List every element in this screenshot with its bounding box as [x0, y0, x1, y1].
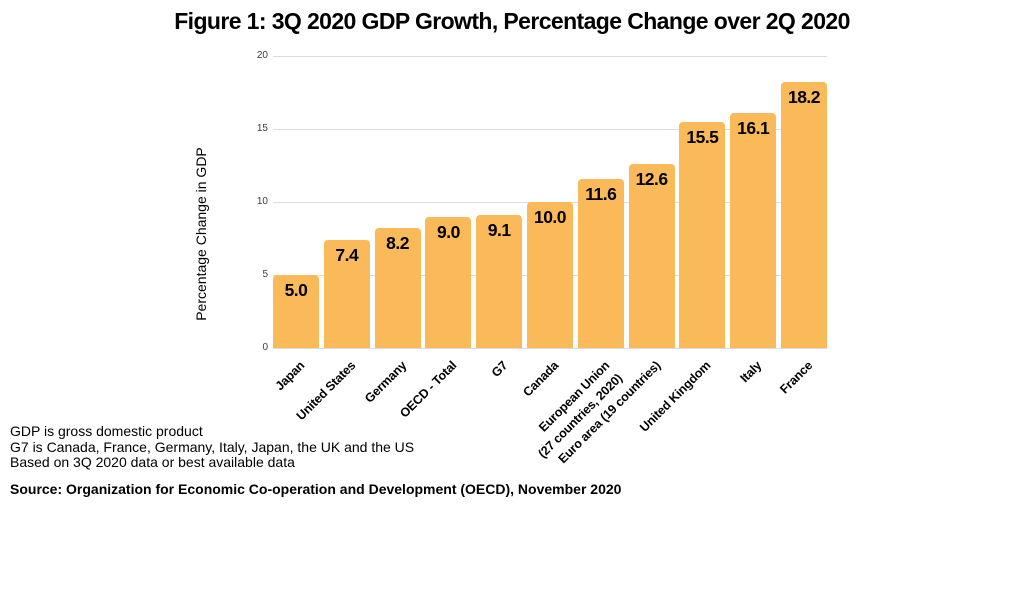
y-axis-title: Percentage Change in GDP — [193, 147, 209, 321]
bar-japan: 5.0 — [273, 275, 319, 348]
bar-european-union-27-countries-2020: 11.6 — [577, 178, 624, 348]
bar-oecd-total: 9.0 — [425, 216, 472, 348]
y-tick-label: 5 — [262, 269, 268, 280]
bar-value-label: 18.2 — [787, 87, 821, 108]
bar-value-label: 16.1 — [737, 117, 770, 138]
y-tick-label: 10 — [256, 196, 268, 207]
bar-value-label: 9.0 — [436, 221, 460, 242]
bar-value-label: 8.2 — [386, 233, 409, 254]
gridline — [273, 129, 827, 130]
bar-value-label: 15.5 — [686, 126, 719, 147]
bar-euro-area-19-countries: 12.6 — [628, 164, 675, 348]
y-tick-label: 15 — [256, 123, 268, 134]
bar-value-label: 9.1 — [487, 220, 511, 241]
bar-value-label: 11.6 — [585, 183, 617, 204]
bar-italy: 16.1 — [730, 112, 777, 348]
y-tick-label: 0 — [262, 342, 268, 353]
bar-g7: 9.1 — [476, 215, 523, 348]
plot-area: 5.0 7.4 8.2 9.0 9.1 10.0 11.6 12.6 15.5 16.1 18.2 — [273, 56, 827, 349]
bar-united-kingdom: 15.5 — [679, 121, 726, 348]
bar-value-label: 10.0 — [533, 207, 567, 227]
bar-value-label: 12.6 — [635, 169, 669, 190]
bar-germany: 8.2 — [374, 228, 421, 348]
note-line: G7 is Canada, France, Germany, Italy, Ja… — [10, 438, 415, 455]
gridline — [273, 56, 827, 57]
bar-france: 18.2 — [781, 82, 827, 348]
y-tick-label: 20 — [256, 50, 268, 61]
gridline — [273, 348, 827, 349]
note-line: Based on 3Q 2020 data or best available … — [10, 454, 295, 470]
note-line: GDP is gross domestic product — [10, 423, 203, 439]
bar-value-label: 5.0 — [284, 280, 308, 300]
footnotes: GDP is gross domestic product G7 is Cana… — [10, 423, 415, 471]
figure-title: Figure 1: 3Q 2020 GDP Growth, Percentage… — [174, 8, 850, 34]
bar-canada: 10.0 — [527, 202, 573, 348]
bar-united-states: 7.4 — [323, 239, 370, 348]
source-line: Source: Organization for Economic Co-ope… — [10, 481, 622, 497]
bar-value-label: 7.4 — [335, 244, 359, 265]
figure: Figure 1: 3Q 2020 GDP Growth, Percentage… — [10, 8, 850, 497]
